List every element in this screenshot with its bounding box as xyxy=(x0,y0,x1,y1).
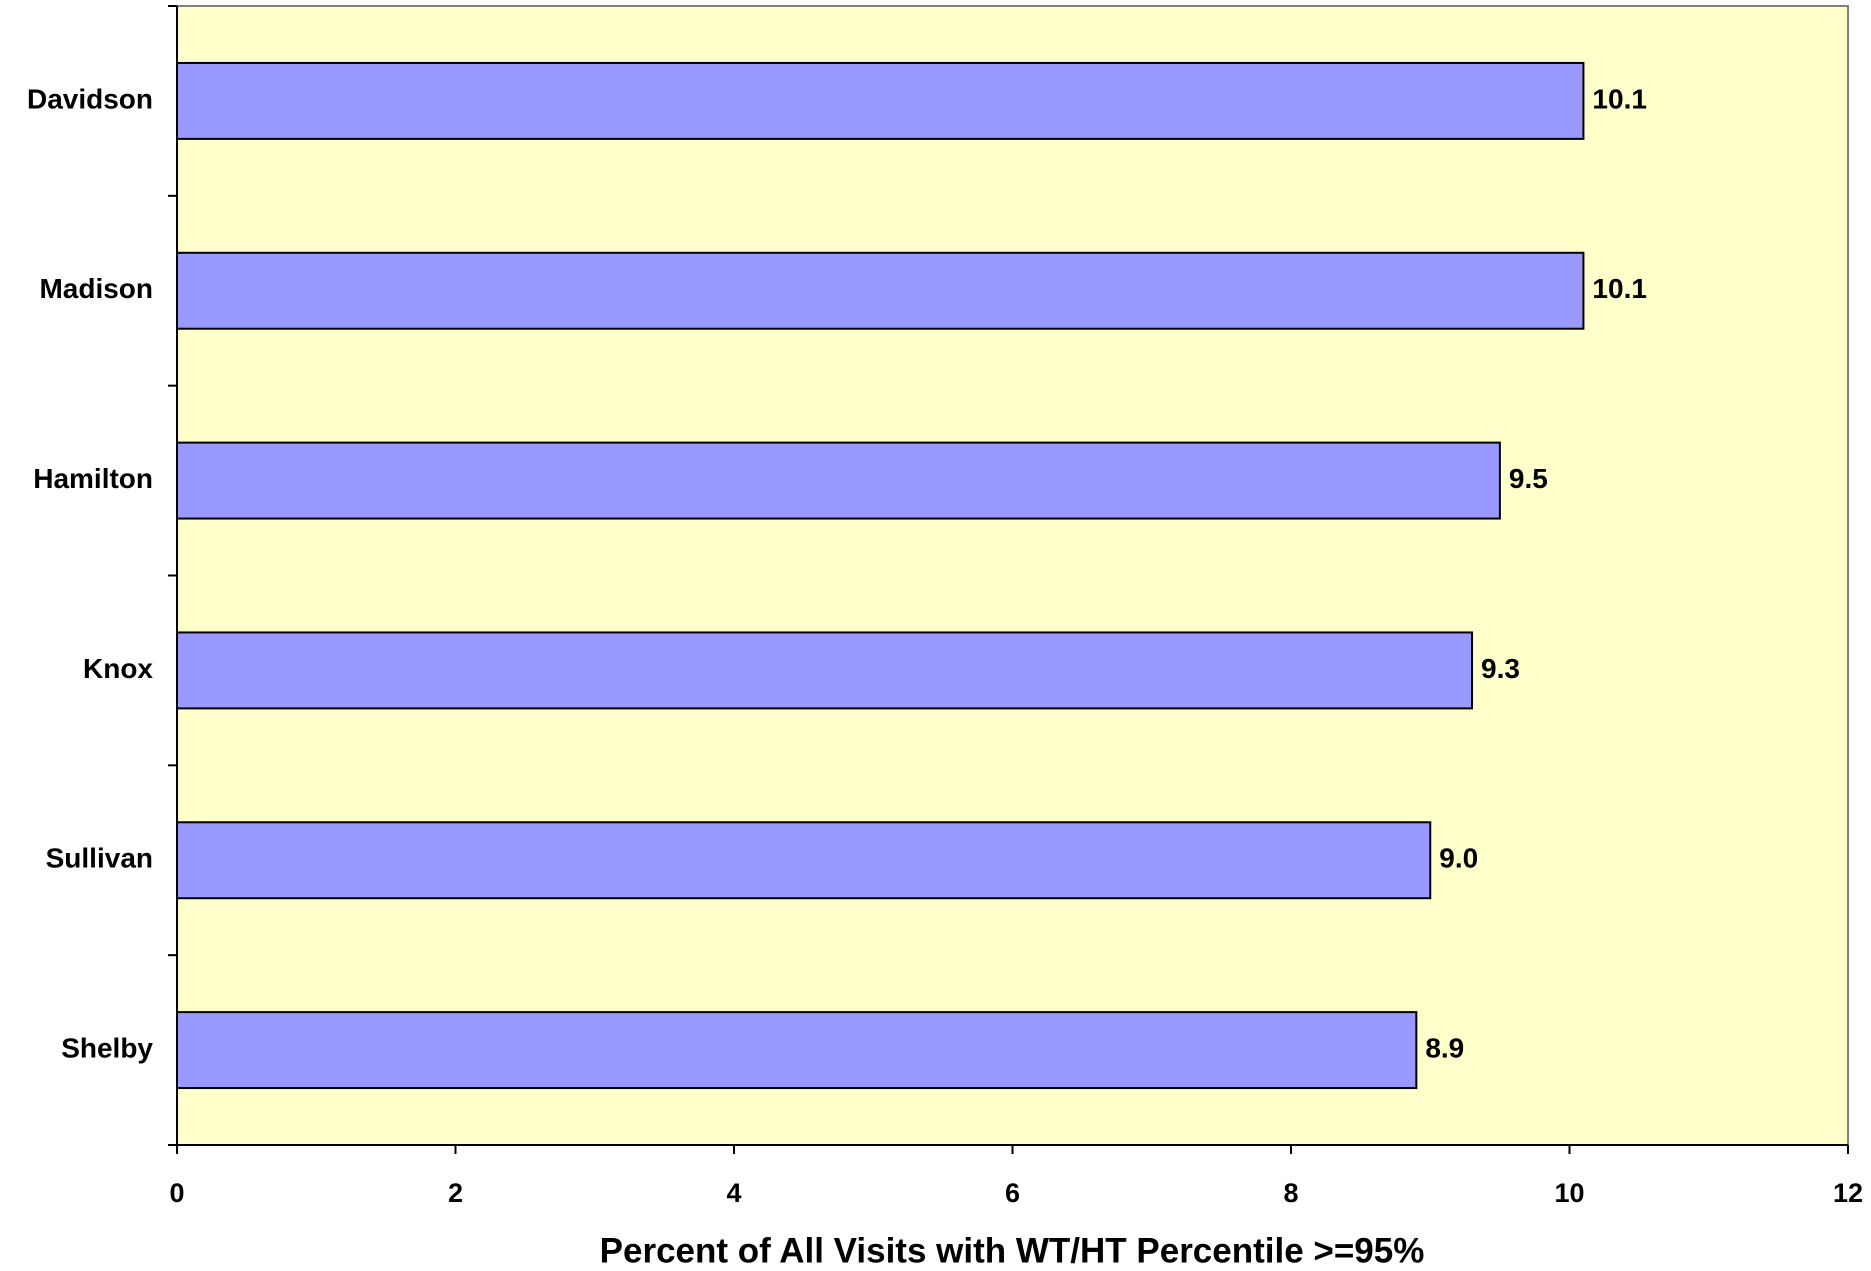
x-tick-label: 10 xyxy=(1554,1178,1584,1208)
y-tick-label: Hamilton xyxy=(33,463,153,494)
x-tick-label: 2 xyxy=(448,1178,463,1208)
x-tick-label: 8 xyxy=(1283,1178,1298,1208)
bar xyxy=(176,61,1585,140)
value-label: 8.9 xyxy=(1425,1032,1464,1063)
bar xyxy=(176,251,1585,330)
y-tick-label: Knox xyxy=(83,653,153,684)
y-tick-label: Shelby xyxy=(61,1032,153,1063)
value-label: 10.1 xyxy=(1592,273,1647,304)
y-tick-label: Davidson xyxy=(27,83,153,114)
x-tick-label: 12 xyxy=(1833,1178,1863,1208)
value-label: 10.1 xyxy=(1592,83,1647,114)
y-tick-label: Madison xyxy=(39,273,153,304)
x-tick-label: 4 xyxy=(726,1178,741,1208)
x-axis-title: Percent of All Visits with WT/HT Percent… xyxy=(600,1231,1425,1270)
bar xyxy=(176,441,1501,520)
y-tick-label: Sullivan xyxy=(46,843,153,874)
bar xyxy=(176,631,1474,710)
bar xyxy=(176,1011,1418,1090)
bar xyxy=(176,821,1432,900)
x-tick-label: 6 xyxy=(1005,1178,1020,1208)
x-tick-label: 0 xyxy=(169,1178,184,1208)
value-label: 9.5 xyxy=(1509,463,1548,494)
plot-area xyxy=(176,5,1849,1146)
value-label: 9.0 xyxy=(1439,843,1478,874)
value-label: 9.3 xyxy=(1481,653,1520,684)
